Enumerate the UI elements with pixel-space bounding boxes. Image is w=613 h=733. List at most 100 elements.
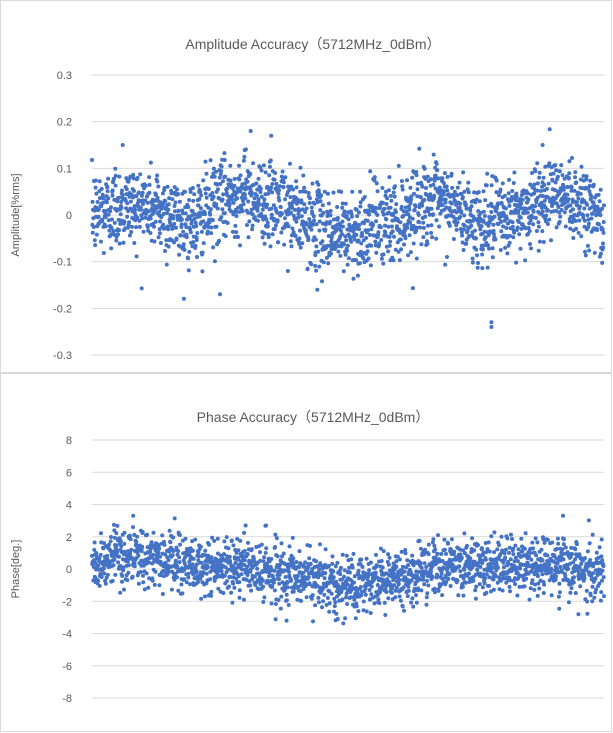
amplitude-data-point bbox=[288, 239, 293, 244]
phase-data-point bbox=[387, 555, 392, 560]
phase-data-point bbox=[330, 554, 335, 559]
phase-data-point bbox=[540, 572, 545, 577]
amplitude-data-point bbox=[214, 169, 218, 174]
phase-data-point bbox=[449, 537, 454, 542]
amplitude-data-point bbox=[566, 176, 571, 181]
amplitude-data-point bbox=[421, 225, 426, 230]
amplitude-data-point bbox=[173, 200, 178, 205]
phase-data-point bbox=[390, 586, 395, 591]
amplitude-data-point bbox=[459, 191, 464, 196]
amplitude-data-point bbox=[518, 246, 523, 251]
amplitude-data-point bbox=[296, 215, 301, 220]
phase-data-point bbox=[141, 580, 146, 585]
phase-data-point bbox=[152, 582, 157, 587]
amplitude-data-point bbox=[103, 224, 108, 229]
phase-data-point bbox=[241, 554, 246, 559]
amplitude-data-point bbox=[595, 228, 600, 232]
phase-data-point bbox=[255, 566, 260, 571]
phase-data-point bbox=[245, 552, 250, 557]
phase-data-point bbox=[552, 553, 557, 558]
amplitude-data-point bbox=[361, 256, 366, 261]
amplitude-data-point bbox=[582, 206, 587, 211]
amplitude-data-point bbox=[210, 218, 215, 223]
phase-data-point bbox=[528, 551, 533, 555]
amplitude-data-point bbox=[268, 244, 273, 249]
phase-data-point bbox=[446, 541, 450, 546]
phase-data-point bbox=[238, 538, 243, 543]
amplitude-data-point bbox=[508, 233, 512, 238]
phase-data-point bbox=[587, 541, 592, 546]
phase-data-point bbox=[242, 530, 247, 535]
amplitude-data-point bbox=[434, 161, 439, 166]
amplitude-data-point bbox=[596, 192, 601, 197]
phase-data-point bbox=[568, 590, 573, 595]
amplitude-data-point bbox=[167, 220, 172, 225]
phase-data-point bbox=[348, 595, 353, 600]
amplitude-data-point bbox=[428, 177, 433, 182]
phase-data-point bbox=[381, 549, 386, 554]
amplitude-data-point bbox=[234, 230, 239, 235]
phase-data-point bbox=[163, 560, 168, 565]
amplitude-data-point bbox=[222, 211, 227, 216]
amplitude-data-point bbox=[534, 229, 539, 233]
phase-data-point bbox=[386, 552, 391, 557]
phase-data-point bbox=[101, 566, 106, 571]
amplitude-data-point bbox=[547, 217, 552, 222]
phase-data-point bbox=[529, 569, 533, 574]
amplitude-data-point bbox=[221, 192, 226, 197]
phase-data-point bbox=[395, 554, 400, 559]
amplitude-data-point bbox=[600, 227, 605, 232]
amplitude-data-point bbox=[567, 171, 572, 176]
phase-data-point bbox=[112, 557, 117, 562]
amplitude-data-point bbox=[392, 234, 396, 239]
amplitude-data-point bbox=[432, 193, 437, 198]
amplitude-data-point bbox=[434, 218, 439, 223]
phase-data-point bbox=[112, 535, 117, 540]
amplitude-data-point bbox=[277, 188, 281, 193]
phase-data-point bbox=[536, 581, 541, 586]
amplitude-data-point bbox=[194, 224, 199, 229]
amplitude-data-point bbox=[597, 199, 602, 204]
amplitude-data-point bbox=[139, 286, 144, 291]
amplitude-data-point bbox=[540, 143, 545, 147]
amplitude-data-point bbox=[229, 196, 234, 201]
amplitude-data-point bbox=[526, 197, 531, 202]
amplitude-data-point bbox=[157, 231, 162, 236]
amplitude-data-point bbox=[360, 231, 364, 235]
phase-data-point bbox=[364, 556, 369, 561]
amplitude-data-point bbox=[364, 236, 369, 240]
amplitude-data-point bbox=[254, 193, 259, 198]
amplitude-data-point bbox=[195, 255, 199, 259]
phase-data-point bbox=[433, 555, 438, 560]
amplitude-data-point bbox=[487, 246, 491, 251]
amplitude-data-point bbox=[263, 170, 268, 175]
phase-data-point bbox=[530, 540, 535, 545]
amplitude-data-point bbox=[246, 210, 250, 215]
amplitude-data-point bbox=[349, 239, 354, 244]
amplitude-data-point bbox=[156, 235, 161, 240]
amplitude-data-point bbox=[277, 184, 282, 189]
amplitude-data-point bbox=[256, 218, 260, 223]
amplitude-data-point bbox=[187, 249, 192, 254]
amplitude-data-point bbox=[163, 199, 168, 203]
amplitude-data-point bbox=[113, 166, 118, 171]
amplitude-data-point bbox=[250, 223, 255, 228]
phase-data-point bbox=[178, 542, 183, 547]
amplitude-data-point bbox=[282, 216, 287, 221]
amplitude-data-point bbox=[289, 184, 294, 189]
phase-data-point bbox=[112, 522, 116, 527]
amplitude-data-point bbox=[241, 202, 246, 207]
phase-data-point bbox=[458, 552, 463, 557]
phase-data-point bbox=[455, 578, 460, 583]
amplitude-data-point bbox=[145, 200, 150, 205]
amplitude-data-point bbox=[535, 188, 540, 193]
phase-data-point bbox=[553, 577, 558, 582]
amplitude-data-point bbox=[443, 262, 448, 267]
amplitude-data-point bbox=[411, 241, 416, 246]
amplitude-data-point bbox=[386, 249, 391, 254]
amplitude-data-point bbox=[496, 201, 501, 206]
amplitude-data-point bbox=[309, 262, 314, 267]
amplitude-data-point bbox=[388, 239, 393, 244]
phase-data-point bbox=[593, 590, 598, 595]
phase-data-point bbox=[250, 577, 255, 582]
